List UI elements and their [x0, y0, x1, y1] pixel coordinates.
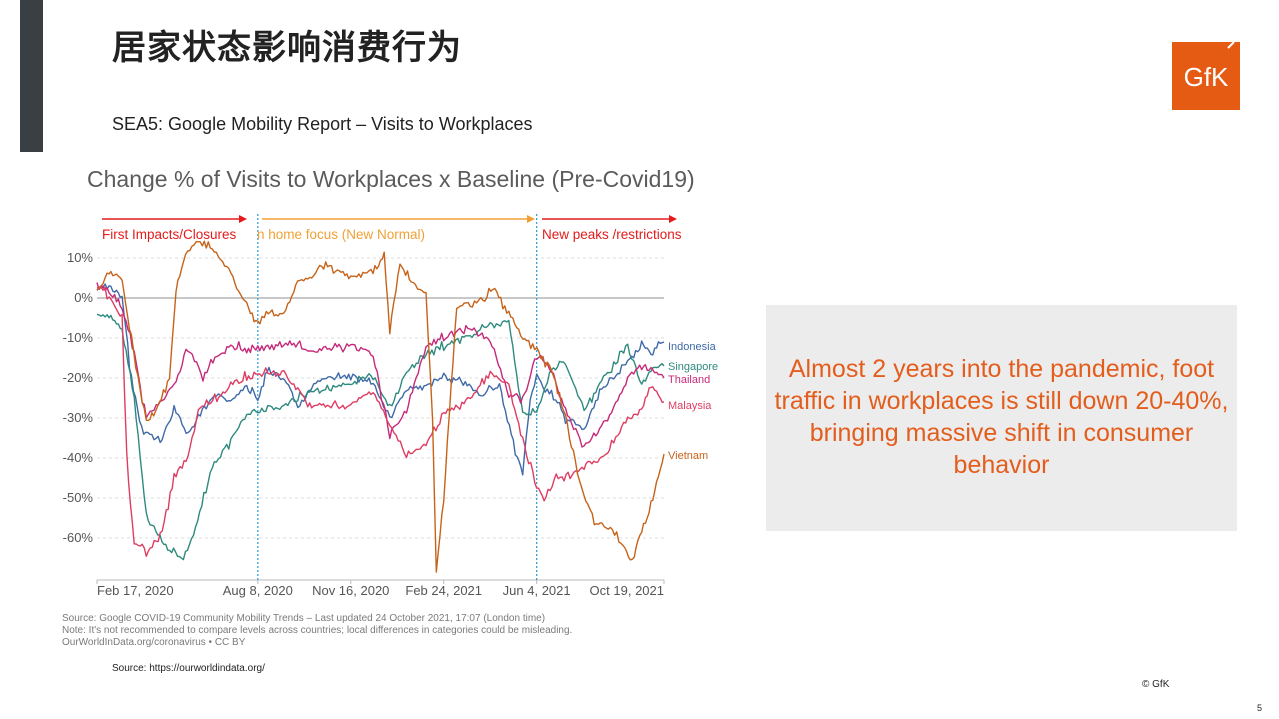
series-label-thailand: Thailand: [668, 374, 710, 386]
phase-label: n home focus (New Normal): [257, 227, 425, 242]
phase-arrowhead: [669, 215, 677, 223]
series-label-indonesia: Indonesia: [668, 341, 717, 353]
y-tick-label: -30%: [63, 410, 94, 425]
y-tick-label: -10%: [63, 330, 94, 345]
y-tick-label: -50%: [63, 490, 94, 505]
logo-text: GfK: [1184, 62, 1229, 92]
y-tick-label: 0%: [74, 290, 93, 305]
x-tick-label: Nov 16, 2020: [312, 583, 389, 598]
x-tick-label: Oct 19, 2021: [590, 583, 664, 598]
y-tick-label: 10%: [67, 250, 93, 265]
series-line-thailand: [96, 282, 665, 448]
phase-arrowhead: [527, 215, 535, 223]
chart-title: Change % of Visits to Workplaces x Basel…: [87, 166, 695, 192]
gfk-logo: GfK: [1172, 42, 1240, 110]
phase-label: First Impacts/Closures: [102, 227, 237, 242]
y-tick-label: -20%: [63, 370, 94, 385]
note-line: Source: Google COVID-19 Community Mobili…: [62, 613, 546, 624]
page-subtitle: SEA5: Google Mobility Report – Visits to…: [112, 114, 533, 134]
page-number: 5: [1257, 703, 1263, 713]
series-line-indonesia: [96, 283, 665, 476]
page-title: 居家状态影响消费行为: [112, 28, 462, 68]
x-tick-label: Feb 17, 2020: [97, 583, 174, 598]
x-tick-label: Jun 4, 2021: [503, 583, 571, 598]
note-line: OurWorldInData.org/coronavirus • CC BY: [62, 637, 246, 648]
chart-notes: Source: Google COVID-19 Community Mobili…: [62, 613, 572, 649]
copyright: © GfK: [1142, 679, 1170, 690]
phase-label: New peaks /restrictions: [542, 227, 682, 242]
y-tick-label: -40%: [63, 450, 94, 465]
callout-text: Almost 2 years into the pandemic, foot t…: [774, 355, 1229, 479]
y-tick-label: -60%: [63, 530, 94, 545]
series-label-singapore: Singapore: [668, 361, 718, 373]
series-line-malaysia: [96, 286, 665, 557]
note-line: Note: It's not recommended to compare le…: [62, 625, 573, 636]
phase-arrowhead: [239, 215, 247, 223]
source-text: Source: https://ourworldindata.org/: [112, 663, 265, 674]
x-tick-label: Aug 8, 2020: [223, 583, 293, 598]
series-label-vietnam: Vietnam: [668, 450, 708, 462]
left-accent-bar: [20, 0, 43, 152]
x-tick-label: Feb 24, 2021: [405, 583, 482, 598]
callout-box: Almost 2 years into the pandemic, foot t…: [766, 305, 1237, 531]
series-line-vietnam: [96, 240, 665, 573]
series-label-malaysia: Malaysia: [668, 400, 712, 412]
